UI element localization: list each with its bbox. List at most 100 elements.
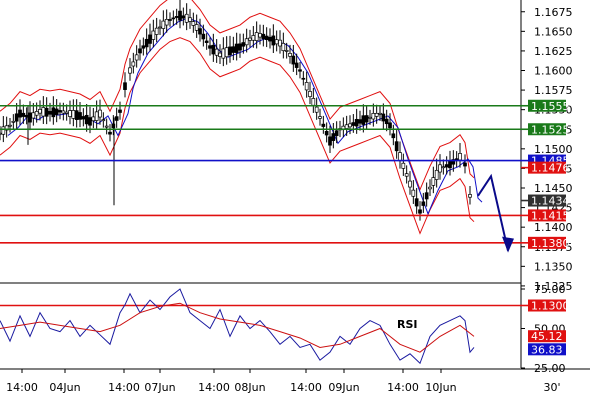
candle-body xyxy=(14,113,19,122)
candle-body xyxy=(418,209,422,214)
candle-body xyxy=(104,125,109,128)
candle-body xyxy=(274,39,279,45)
price-tick-label: 1.1675 xyxy=(534,6,573,19)
candle-body xyxy=(404,173,409,177)
candle-body xyxy=(394,141,399,152)
level-tag-label: 1.1434 xyxy=(531,195,570,208)
candle-body xyxy=(84,114,89,125)
level-tag xyxy=(528,123,566,136)
forecast-arrow-line xyxy=(477,173,509,251)
x-tick-label: 14:00 xyxy=(108,381,140,394)
candle-body xyxy=(141,45,146,49)
level-tag-label: 1.1555 xyxy=(531,100,570,113)
level-tag-label: 1.1380 xyxy=(531,237,570,250)
candle-body xyxy=(91,116,96,122)
candle-body xyxy=(64,111,69,114)
x-axis: 14:00 04Jun 14:00 07Jun 14:00 08Jun 14:00 09Jun… xyxy=(0,368,590,394)
candle-body xyxy=(111,123,116,129)
candle-body xyxy=(268,36,272,42)
level-tag-label: 1.1476 xyxy=(531,162,570,175)
candle-body xyxy=(8,124,12,127)
candle-body xyxy=(194,24,199,31)
candle-body xyxy=(241,42,246,47)
candle-body xyxy=(178,10,182,21)
level-tag-label: 1.1415 xyxy=(531,209,570,222)
candle-body xyxy=(364,115,369,123)
candle-body xyxy=(214,48,219,56)
candle-body xyxy=(388,122,392,129)
candle-body xyxy=(131,61,136,67)
candle-body xyxy=(81,116,86,120)
candle-body xyxy=(4,125,9,131)
candle-body xyxy=(361,115,366,125)
candle-body xyxy=(28,112,32,123)
level-tag xyxy=(528,236,566,249)
candle-body xyxy=(1,126,6,135)
candle-body xyxy=(234,43,239,53)
candle-body xyxy=(291,55,296,65)
x-tick-label: 14:00 xyxy=(6,381,38,394)
level-tag xyxy=(528,194,566,207)
candle-body xyxy=(284,50,289,52)
price-panel: 1.16751.16501.16251.16001.15751.15501.15… xyxy=(0,0,573,368)
candle-body xyxy=(211,44,216,55)
rsi-label: RSI xyxy=(397,318,418,331)
candle-body xyxy=(301,77,306,80)
candle-body xyxy=(168,19,172,21)
candle-body xyxy=(58,110,62,113)
rsi-line xyxy=(0,288,475,365)
candle-body xyxy=(368,116,372,119)
candle-body xyxy=(371,113,376,120)
level-tag xyxy=(528,299,566,312)
candle-body xyxy=(381,113,386,122)
price-tick-label: 1.1625 xyxy=(534,45,573,58)
x-tick-label: 14:00 xyxy=(290,381,322,394)
candle-body xyxy=(34,111,39,116)
candle-body xyxy=(108,131,112,135)
price-tick-label: 1.1325 xyxy=(534,280,573,293)
candle-body xyxy=(31,112,36,119)
candle-body xyxy=(251,35,256,41)
candle-body xyxy=(101,119,106,122)
x-tick-label: 07Jun xyxy=(144,381,175,394)
candle-body xyxy=(51,107,56,118)
candle-body xyxy=(314,106,319,113)
price-tick-label: 1.1450 xyxy=(534,182,573,195)
candle-body xyxy=(118,109,122,113)
candle-body xyxy=(98,109,102,118)
candle-body xyxy=(254,32,259,41)
rsi-value-label: 45.12 xyxy=(531,330,563,343)
candle-body xyxy=(218,52,222,57)
bollinger-upper xyxy=(0,0,475,191)
candle-body xyxy=(358,119,362,124)
candle-body xyxy=(298,69,302,72)
candle-body xyxy=(138,48,142,54)
candle-body xyxy=(468,194,472,198)
candle-body xyxy=(331,133,336,141)
candle-body xyxy=(11,120,16,123)
candle-body xyxy=(428,186,432,190)
candle-body xyxy=(88,117,92,126)
candle-body xyxy=(71,110,76,119)
candle-body xyxy=(174,16,179,18)
candle-body xyxy=(374,112,379,117)
candle-body xyxy=(431,177,436,186)
candle-body xyxy=(68,110,72,117)
candle-body xyxy=(463,162,467,167)
candle-body xyxy=(171,17,176,20)
candle-body xyxy=(378,112,382,115)
candle-body xyxy=(134,54,139,61)
candle-body xyxy=(184,13,189,23)
candle-body xyxy=(61,110,66,114)
candle-body xyxy=(201,33,206,40)
candle-body xyxy=(123,82,127,90)
candle-body xyxy=(264,35,269,41)
rsi-tick-label: 75.00 xyxy=(534,283,566,296)
candle-body xyxy=(408,180,412,188)
candle-body xyxy=(181,15,186,19)
candle-body xyxy=(191,21,196,26)
price-tick-label: 1.1400 xyxy=(534,221,573,234)
candle-body xyxy=(198,28,202,35)
candle-body xyxy=(128,67,132,74)
